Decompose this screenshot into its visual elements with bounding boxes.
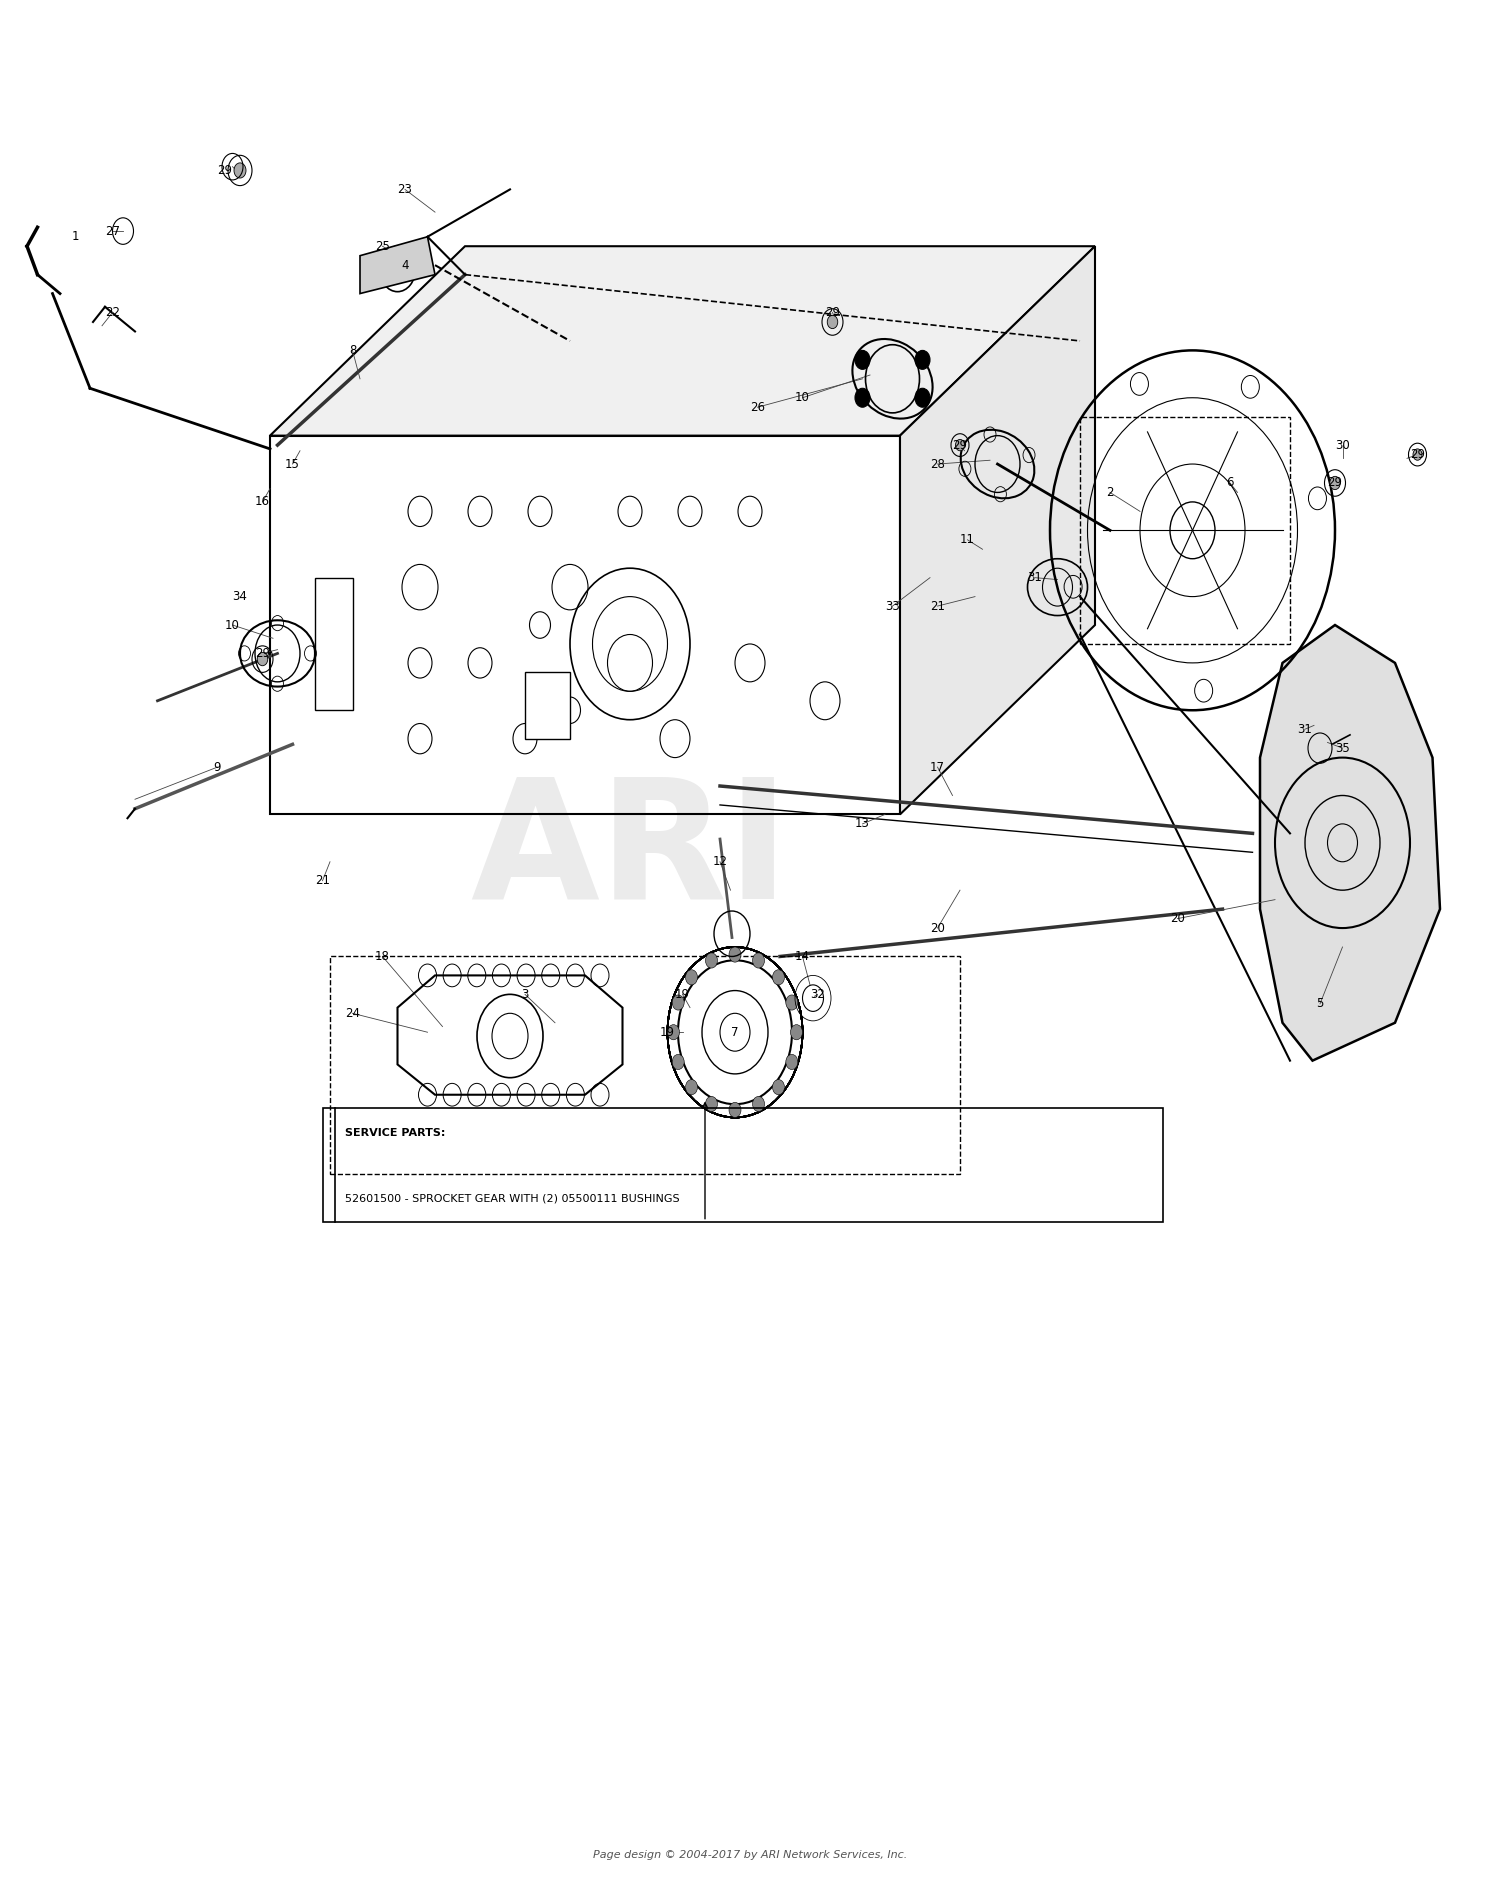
Circle shape xyxy=(729,947,741,962)
Circle shape xyxy=(686,970,698,985)
Text: 20: 20 xyxy=(930,922,945,934)
Text: 17: 17 xyxy=(930,761,945,773)
Text: 33: 33 xyxy=(885,600,900,612)
Text: 2: 2 xyxy=(1106,487,1113,498)
Bar xyxy=(525,672,570,739)
Circle shape xyxy=(772,970,784,985)
Circle shape xyxy=(729,1102,741,1117)
Text: 29: 29 xyxy=(825,307,840,318)
Text: 27: 27 xyxy=(105,225,120,237)
Text: 14: 14 xyxy=(795,951,810,962)
Text: 19: 19 xyxy=(660,1027,675,1038)
Bar xyxy=(330,956,960,1174)
Text: 29: 29 xyxy=(1328,477,1342,489)
Circle shape xyxy=(672,994,684,1010)
Circle shape xyxy=(956,439,964,451)
Text: SERVICE PARTS:: SERVICE PARTS: xyxy=(345,1127,445,1138)
Text: 8: 8 xyxy=(350,345,355,356)
Circle shape xyxy=(855,388,870,407)
Text: 18: 18 xyxy=(375,951,390,962)
Text: 6: 6 xyxy=(1227,477,1233,489)
Circle shape xyxy=(1413,449,1422,460)
Text: 21: 21 xyxy=(315,875,330,886)
Text: 26: 26 xyxy=(750,402,765,413)
Text: 29: 29 xyxy=(1410,449,1425,460)
Text: 21: 21 xyxy=(930,600,945,612)
Text: 24: 24 xyxy=(345,1008,360,1019)
Text: 7: 7 xyxy=(732,1027,738,1038)
Text: 35: 35 xyxy=(1335,742,1350,754)
Text: 28: 28 xyxy=(930,458,945,470)
Circle shape xyxy=(790,1025,802,1040)
Text: 52601500 - SPROCKET GEAR WITH (2) 05500111 BUSHINGS: 52601500 - SPROCKET GEAR WITH (2) 055001… xyxy=(345,1193,680,1205)
Text: 29: 29 xyxy=(217,165,232,176)
Circle shape xyxy=(258,652,267,667)
Text: 9: 9 xyxy=(213,761,220,773)
Text: 11: 11 xyxy=(960,534,975,545)
Circle shape xyxy=(705,1097,717,1112)
Circle shape xyxy=(705,953,717,968)
Polygon shape xyxy=(270,246,1095,436)
Circle shape xyxy=(686,1080,698,1095)
Text: 19: 19 xyxy=(675,989,690,1000)
Circle shape xyxy=(668,1025,680,1040)
Circle shape xyxy=(1329,477,1341,491)
Bar xyxy=(322,1108,1162,1222)
Text: 3: 3 xyxy=(522,989,528,1000)
Circle shape xyxy=(772,1080,784,1095)
Bar xyxy=(1080,417,1290,644)
Circle shape xyxy=(786,994,798,1010)
Text: Page design © 2004-2017 by ARI Network Services, Inc.: Page design © 2004-2017 by ARI Network S… xyxy=(592,1850,908,1860)
Text: 32: 32 xyxy=(810,989,825,1000)
Text: 1: 1 xyxy=(72,231,78,242)
Circle shape xyxy=(855,350,870,369)
Text: 10: 10 xyxy=(225,619,240,631)
Polygon shape xyxy=(1260,625,1440,1061)
Text: 4: 4 xyxy=(402,259,408,271)
Text: 20: 20 xyxy=(1170,913,1185,924)
Circle shape xyxy=(915,388,930,407)
Polygon shape xyxy=(900,246,1095,814)
Text: 16: 16 xyxy=(255,496,270,508)
Circle shape xyxy=(234,163,246,178)
Text: 25: 25 xyxy=(375,241,390,252)
Polygon shape xyxy=(360,237,435,294)
Circle shape xyxy=(786,1055,798,1070)
Circle shape xyxy=(753,1097,765,1112)
Circle shape xyxy=(753,953,765,968)
Text: 23: 23 xyxy=(398,184,412,195)
Text: 30: 30 xyxy=(1335,439,1350,451)
Text: 13: 13 xyxy=(855,818,870,830)
Text: 31: 31 xyxy=(1298,724,1312,735)
Text: ARI: ARI xyxy=(471,771,789,934)
Text: 15: 15 xyxy=(285,458,300,470)
Circle shape xyxy=(828,316,839,330)
Text: 5: 5 xyxy=(1317,998,1323,1010)
Circle shape xyxy=(672,1055,684,1070)
Text: 29: 29 xyxy=(952,439,968,451)
Text: 31: 31 xyxy=(1028,572,1042,583)
Bar xyxy=(315,578,352,710)
Text: 10: 10 xyxy=(795,392,810,403)
Text: 12: 12 xyxy=(712,856,728,867)
Text: 22: 22 xyxy=(105,307,120,318)
Text: 34: 34 xyxy=(232,591,248,602)
Circle shape xyxy=(915,350,930,369)
Text: 29: 29 xyxy=(255,648,270,659)
